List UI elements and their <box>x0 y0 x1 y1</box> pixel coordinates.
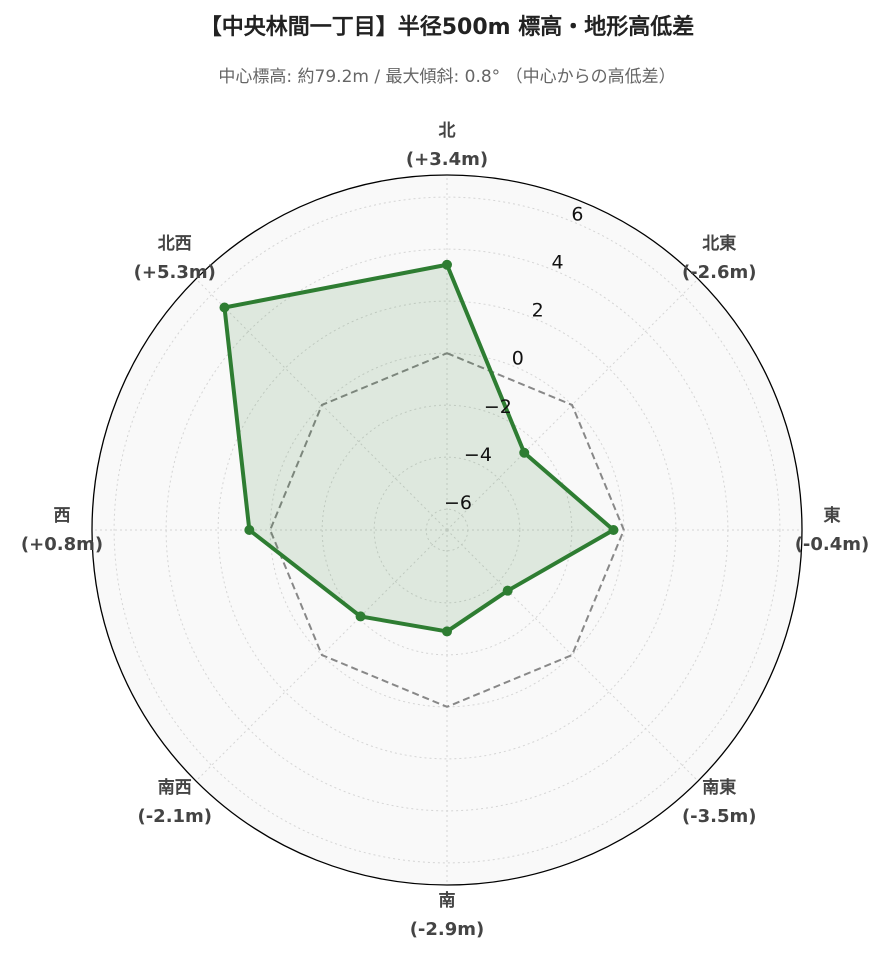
y-tick-label: 0 <box>512 348 524 370</box>
spoke <box>195 529 448 782</box>
spoke <box>195 278 448 531</box>
category-label: 南 <box>439 890 456 911</box>
value-label: (-2.6m) <box>682 262 757 283</box>
y-tick-label: 2 <box>532 300 544 322</box>
data-point <box>442 259 452 270</box>
grid-circle <box>113 196 781 864</box>
chart-title: 【中央林間一丁目】半径500m 標高・地形高低差 <box>200 14 695 40</box>
data-point <box>355 611 366 622</box>
grid-circle <box>217 300 677 760</box>
category-label: 東 <box>824 505 841 526</box>
category-label: 北 <box>439 121 456 141</box>
data-point <box>502 585 513 596</box>
grid-circle <box>373 456 521 604</box>
grid-circle <box>321 404 573 656</box>
y-tick-label: −2 <box>484 396 512 418</box>
series-area <box>224 264 614 632</box>
data-point <box>519 447 530 458</box>
spoke <box>446 278 699 531</box>
chart-subtitle: 中心標高: 約79.2m / 最大傾斜: 0.8° （中心からの高低差） <box>218 67 675 87</box>
category-label: 南東 <box>702 777 736 798</box>
plot-border <box>91 174 803 886</box>
y-tick-label: 6 <box>571 204 583 226</box>
data-point <box>608 525 619 535</box>
y-tick-label: −6 <box>444 492 472 514</box>
data-point <box>442 626 452 637</box>
data-point <box>219 302 230 313</box>
value-label: (-2.9m) <box>410 919 485 940</box>
y-tick-label: −4 <box>464 444 492 466</box>
value-label: (+0.8m) <box>21 534 103 555</box>
spoke <box>446 529 699 782</box>
data-point <box>244 525 255 535</box>
value-label: (+5.3m) <box>134 262 216 283</box>
category-label: 北東 <box>702 233 736 254</box>
reference-line <box>269 352 625 708</box>
category-label: 南西 <box>158 777 192 798</box>
category-label: 西 <box>54 506 71 526</box>
value-label: (-0.4m) <box>795 534 870 555</box>
value-label: (-3.5m) <box>682 806 757 827</box>
value-label: (+3.4m) <box>406 149 488 170</box>
category-label: 北西 <box>158 234 192 254</box>
y-tick-label: 4 <box>552 252 564 274</box>
value-label: (-2.1m) <box>137 806 212 827</box>
